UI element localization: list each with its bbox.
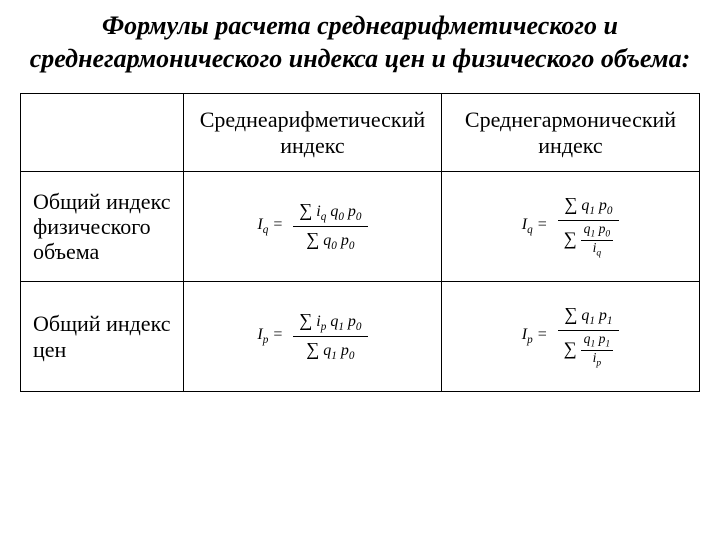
row-label: Общий индекс цен [21, 282, 184, 392]
table-header-row: Среднеарифметический индекс Среднегармон… [21, 94, 700, 172]
formula: Ip= ∑ q1 p1 ∑ q1 p1 ip [522, 302, 619, 370]
page-title: Формулы расчета среднеарифметического и … [20, 10, 700, 75]
formula: Iq= ∑ iq q0 p0 ∑ q0 p0 [257, 198, 367, 255]
row-label: Общий индекс физического объема [21, 172, 184, 282]
formula: Ip= ∑ ip q1 p0 ∑ q1 p0 [257, 308, 367, 365]
cell-harm-formula: Ip= ∑ q1 p1 ∑ q1 p1 ip [441, 282, 699, 392]
cell-harm-formula: Iq= ∑ q1 p0 ∑ q1 p0 iq [441, 172, 699, 282]
formula: Iq= ∑ q1 p0 ∑ q1 p0 iq [522, 192, 619, 260]
header-cell-harm: Среднегармонический индекс [441, 94, 699, 172]
table-row: Общий индекс цен Ip= ∑ ip q1 p0 ∑ q1 p0 … [21, 282, 700, 392]
formula-table: Среднеарифметический индекс Среднегармон… [20, 93, 700, 392]
table-row: Общий индекс физического объема Iq= ∑ iq… [21, 172, 700, 282]
cell-arith-formula: Ip= ∑ ip q1 p0 ∑ q1 p0 [183, 282, 441, 392]
header-cell-arith: Среднеарифметический индекс [183, 94, 441, 172]
cell-arith-formula: Iq= ∑ iq q0 p0 ∑ q0 p0 [183, 172, 441, 282]
header-cell-empty [21, 94, 184, 172]
